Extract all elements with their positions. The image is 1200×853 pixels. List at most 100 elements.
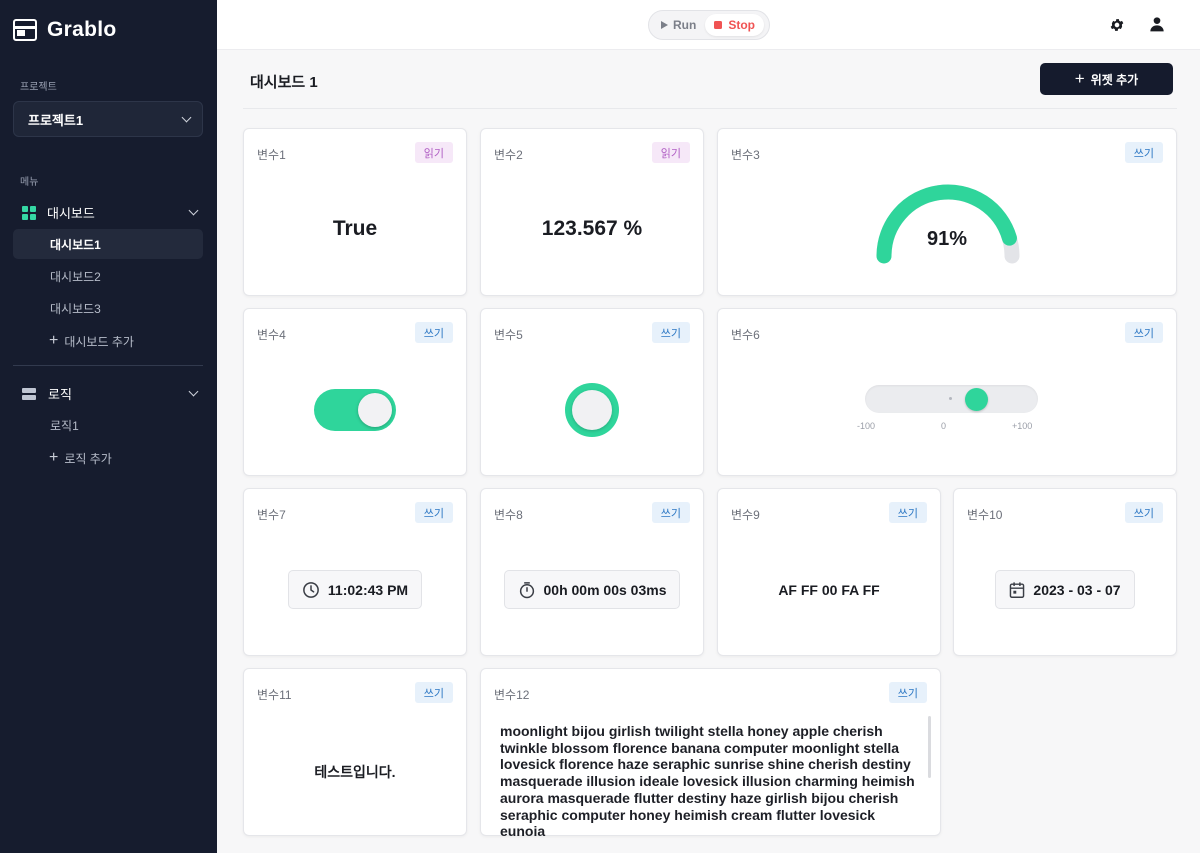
add-dashboard-button[interactable]: + 대시보드 추가 xyxy=(13,326,203,356)
numeric-value: 123.567 % xyxy=(541,217,643,240)
header-divider xyxy=(243,108,1177,109)
project-select[interactable]: 프로젝트1 xyxy=(13,101,203,137)
widget-card-2[interactable]: 변수2 읽기 123.567 % xyxy=(480,128,704,296)
widget-card-11[interactable]: 변수11 쓰기 테스트입니다. xyxy=(243,668,467,836)
sidebar-item-dashboard2[interactable]: 대시보드2 xyxy=(50,269,101,284)
textarea-value[interactable]: moonlight bijou girlish twilight stella … xyxy=(500,723,915,840)
project-label: 프로젝트 xyxy=(20,82,57,93)
toggle-knob xyxy=(358,393,392,427)
slider-track[interactable] xyxy=(865,385,1038,413)
widget-card-10[interactable]: 변수10 쓰기 2023 - 03 - 07 xyxy=(953,488,1177,656)
gear-icon[interactable] xyxy=(1109,17,1125,33)
slider-min-label: -100 xyxy=(857,421,876,431)
stop-label: Stop xyxy=(728,18,755,32)
widget-label: 변수5 xyxy=(494,328,523,342)
brand-name: Grablo xyxy=(47,18,117,41)
read-badge: 읽기 xyxy=(414,142,453,163)
write-badge: 쓰기 xyxy=(651,322,690,343)
widget-card-1[interactable]: 변수1 읽기 True xyxy=(243,128,467,296)
run-button[interactable]: Run xyxy=(652,14,705,36)
clock-icon xyxy=(303,581,319,598)
menu-label: 메뉴 xyxy=(20,177,39,188)
write-badge: 쓰기 xyxy=(414,682,453,703)
write-badge: 쓰기 xyxy=(1124,502,1163,523)
dashboard-grid-icon xyxy=(22,206,36,220)
date-input[interactable]: 2023 - 03 - 07 xyxy=(995,570,1135,609)
sidebar-divider xyxy=(13,365,203,366)
widget-label: 변수4 xyxy=(257,328,286,342)
add-widget-button[interactable]: + 위젯 추가 xyxy=(1040,63,1173,95)
widget-label: 변수11 xyxy=(257,688,292,702)
user-icon[interactable] xyxy=(1149,16,1165,32)
sidebar: Grablo 프로젝트 프로젝트1 메뉴 대시보드 대시보드1 대시보드2 대시… xyxy=(0,0,217,853)
add-widget-label: 위젯 추가 xyxy=(1090,72,1139,87)
date-value: 2023 - 03 - 07 xyxy=(1033,581,1121,598)
gauge-value: 91% xyxy=(926,228,968,250)
duration-value: 00h 00m 00s 03ms xyxy=(543,581,667,598)
widget-label: 변수10 xyxy=(967,508,1003,522)
slider-center-mark xyxy=(949,397,952,400)
slider-mid-label: 0 xyxy=(941,421,947,431)
plus-icon: + xyxy=(49,449,59,466)
project-select-value: 프로젝트1 xyxy=(28,112,84,128)
gauge[interactable] xyxy=(868,181,1028,271)
run-label: Run xyxy=(673,18,697,32)
widget-card-4[interactable]: 변수4 쓰기 xyxy=(243,308,467,476)
chevron-down-icon xyxy=(181,112,192,122)
scrollbar[interactable] xyxy=(928,716,931,778)
calendar-icon xyxy=(1010,581,1025,598)
sidebar-item-dashboard3[interactable]: 대시보드3 xyxy=(50,301,101,316)
plus-icon: + xyxy=(49,332,59,349)
topbar: Run Stop xyxy=(217,0,1200,50)
slider-max-label: +100 xyxy=(1012,421,1033,431)
push-button-cap xyxy=(572,390,612,430)
widget-label: 변수7 xyxy=(257,508,286,522)
menu-group-dashboard-label: 대시보드 xyxy=(47,206,95,221)
widget-card-3[interactable]: 변수3 쓰기 91% xyxy=(717,128,1177,296)
widget-card-6[interactable]: 변수6 쓰기 -100 0 +100 xyxy=(717,308,1177,476)
widget-label: 변수1 xyxy=(257,148,286,162)
widget-label: 변수8 xyxy=(494,508,523,522)
widget-label: 변수2 xyxy=(494,148,523,162)
logic-stack-icon xyxy=(22,387,36,400)
duration-input[interactable]: 00h 00m 00s 03ms xyxy=(503,570,681,609)
widget-card-5[interactable]: 변수5 쓰기 xyxy=(480,308,704,476)
widget-card-7[interactable]: 변수7 쓰기 11:02:43 PM xyxy=(243,488,467,656)
stop-button[interactable]: Stop xyxy=(705,14,764,36)
push-button[interactable] xyxy=(565,383,619,437)
menu-group-dashboard[interactable]: 대시보드 xyxy=(22,203,199,222)
add-logic-button[interactable]: + 로직 추가 xyxy=(13,443,203,473)
widget-card-9[interactable]: 변수9 쓰기 AF FF 00 FA FF xyxy=(717,488,941,656)
widget-label: 변수3 xyxy=(731,148,760,162)
add-dashboard-label: 대시보드 추가 xyxy=(64,334,134,349)
write-badge: 쓰기 xyxy=(888,682,927,703)
read-badge: 읽기 xyxy=(651,142,690,163)
grablo-logo-icon xyxy=(13,19,37,41)
write-badge: 쓰기 xyxy=(1124,142,1163,163)
write-badge: 쓰기 xyxy=(651,502,690,523)
text-value: 테스트입니다. xyxy=(314,764,396,780)
widget-card-8[interactable]: 변수8 쓰기 00h 00m 00s 03ms xyxy=(480,488,704,656)
chevron-down-icon[interactable] xyxy=(188,205,199,216)
widget-label: 변수9 xyxy=(731,508,760,522)
write-badge: 쓰기 xyxy=(1124,322,1163,343)
brand[interactable]: Grablo xyxy=(13,18,116,42)
widget-label: 변수12 xyxy=(494,688,530,702)
add-logic-label: 로직 추가 xyxy=(64,451,112,466)
widget-card-12[interactable]: 변수12 쓰기 moonlight bijou girlish twilight… xyxy=(480,668,941,839)
gauge-fill xyxy=(876,184,1017,264)
slider-thumb[interactable] xyxy=(965,388,989,411)
sidebar-item-logic1[interactable]: 로직1 xyxy=(50,418,79,433)
write-badge: 쓰기 xyxy=(414,502,453,523)
time-value: 11:02:43 PM xyxy=(327,581,409,598)
write-badge: 쓰기 xyxy=(888,502,927,523)
stopwatch-icon xyxy=(519,581,534,598)
time-input[interactable]: 11:02:43 PM xyxy=(287,570,423,609)
chevron-down-icon[interactable] xyxy=(188,386,199,397)
menu-group-logic-label: 로직 xyxy=(48,387,72,402)
toggle-switch[interactable] xyxy=(314,389,396,431)
play-icon xyxy=(661,21,668,29)
boolean-value: True xyxy=(332,217,378,240)
menu-group-logic[interactable]: 로직 xyxy=(22,384,199,403)
sidebar-item-dashboard1[interactable]: 대시보드1 xyxy=(13,229,203,259)
